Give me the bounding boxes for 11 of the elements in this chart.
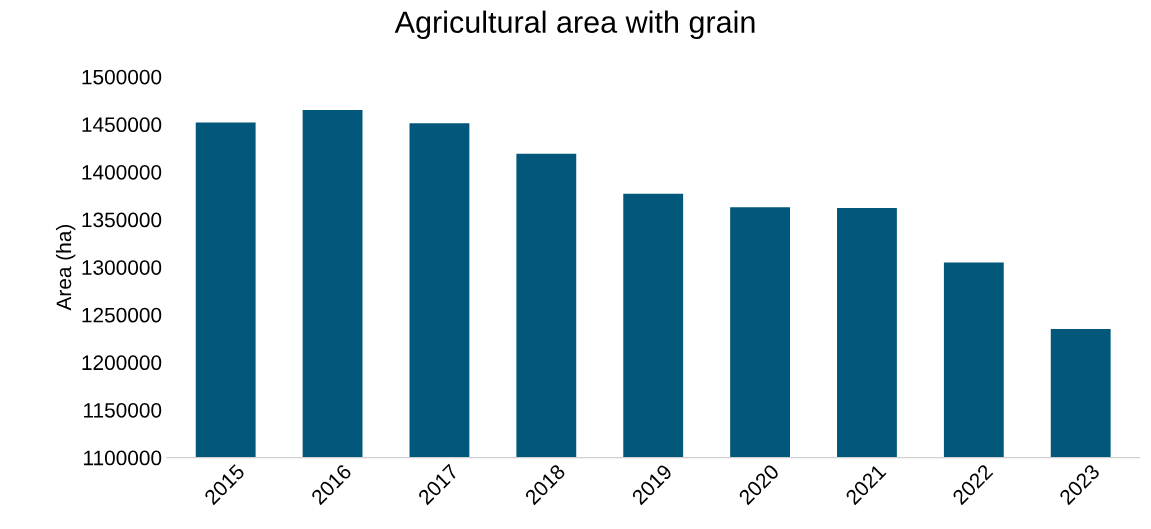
y-tick-label: 1450000 [82,117,162,133]
y-tick-label: 1100000 [84,450,162,466]
y-axis-title: Area (ha) [55,225,76,311]
y-tick-label: 1250000 [82,307,162,323]
chart-title: Agricultural area with grain [394,10,755,40]
y-tick-label: 1200000 [82,355,162,371]
y-tick-label: 1500000 [82,69,162,85]
y-tick-label: 1350000 [82,212,162,228]
y-tick-label: 1400000 [82,164,162,180]
y-tick-label: 1150000 [84,402,162,418]
y-tick-label: 1300000 [82,260,162,275]
